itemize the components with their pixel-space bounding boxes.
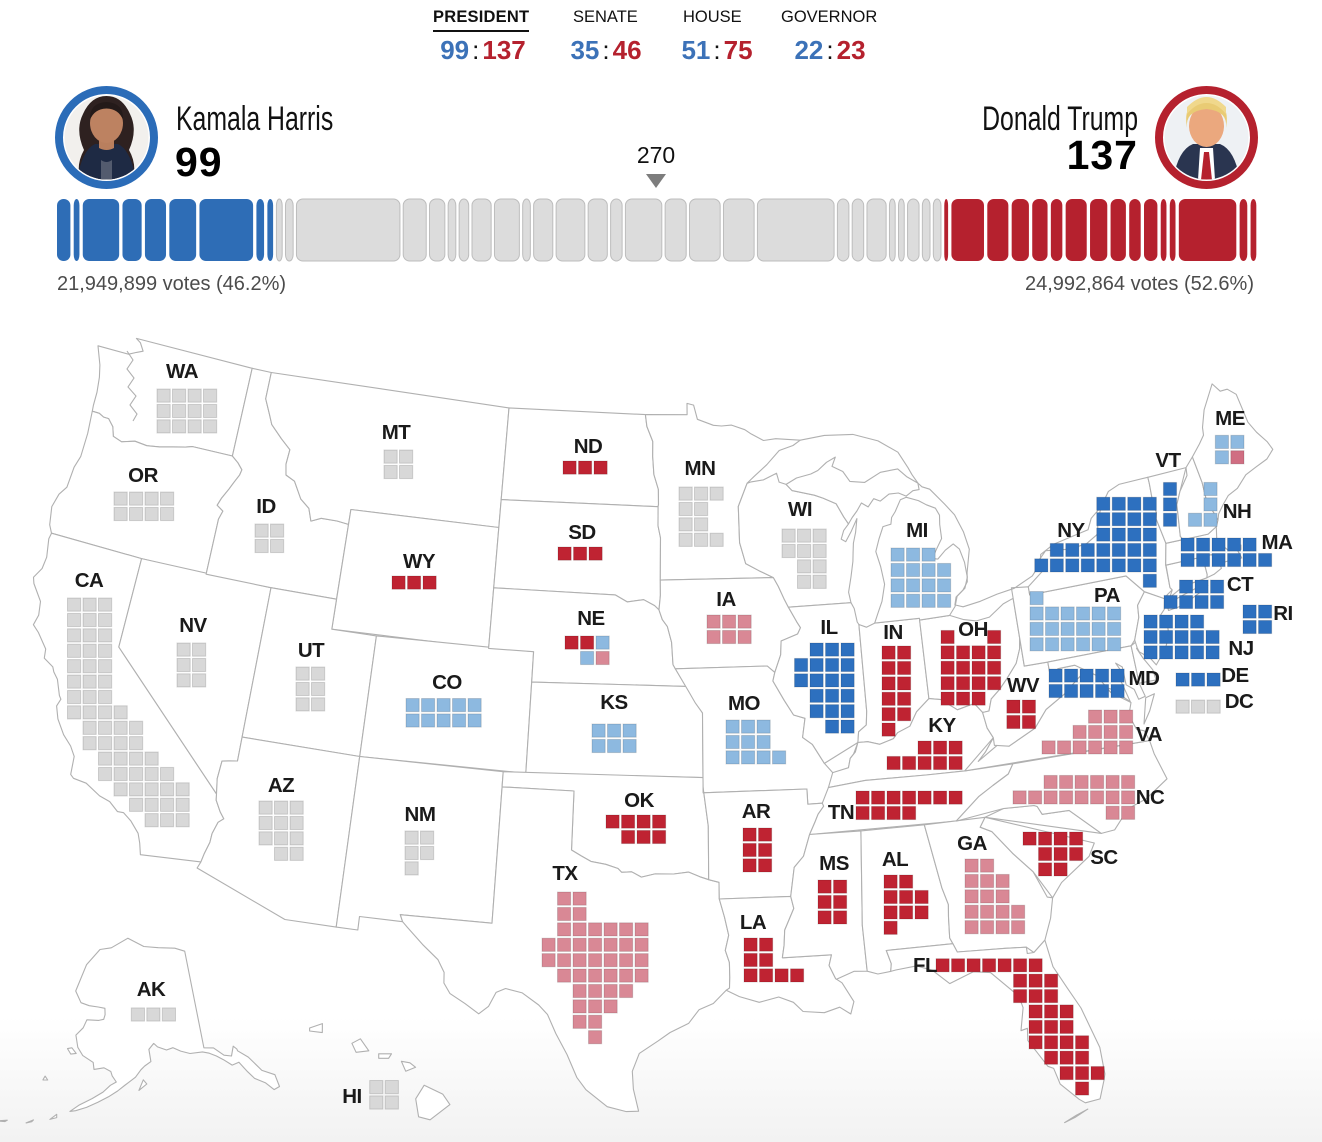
svg-text:NY: NY <box>1057 519 1085 542</box>
svg-text:MS: MS <box>819 852 849 875</box>
svg-text:IA: IA <box>716 588 736 611</box>
svg-text:LA: LA <box>740 911 767 934</box>
svg-text:OH: OH <box>958 618 988 641</box>
svg-text:OR: OR <box>128 464 158 487</box>
svg-text:NM: NM <box>405 803 436 826</box>
svg-text:ME: ME <box>1215 407 1245 430</box>
svg-text:KS: KS <box>600 691 627 714</box>
svg-text:CA: CA <box>75 569 104 592</box>
svg-text:WY: WY <box>403 550 436 573</box>
svg-text:AR: AR <box>742 800 771 823</box>
svg-text:IL: IL <box>820 616 837 639</box>
svg-text:TX: TX <box>552 862 578 885</box>
svg-text:NV: NV <box>179 614 207 637</box>
svg-text:CO: CO <box>432 671 462 694</box>
svg-text:ND: ND <box>574 435 603 458</box>
svg-text:GA: GA <box>957 832 987 855</box>
svg-text:MI: MI <box>906 519 928 542</box>
svg-text:AK: AK <box>137 978 166 1001</box>
svg-text:NJ: NJ <box>1228 637 1253 660</box>
svg-text:SD: SD <box>568 521 595 544</box>
svg-text:MT: MT <box>382 421 412 444</box>
svg-text:VT: VT <box>1155 449 1181 472</box>
svg-text:TN: TN <box>828 801 854 824</box>
svg-text:DE: DE <box>1221 664 1248 687</box>
svg-text:MN: MN <box>685 457 716 480</box>
svg-text:ID: ID <box>256 495 276 518</box>
svg-text:RI: RI <box>1273 602 1293 625</box>
svg-text:NE: NE <box>577 607 604 630</box>
svg-text:MD: MD <box>1129 667 1160 690</box>
svg-text:WA: WA <box>166 360 199 383</box>
svg-text:UT: UT <box>298 639 325 662</box>
svg-text:VA: VA <box>1136 723 1163 746</box>
svg-text:CT: CT <box>1227 573 1254 596</box>
svg-text:PA: PA <box>1094 584 1121 607</box>
svg-text:NH: NH <box>1223 500 1252 523</box>
svg-text:KY: KY <box>928 714 956 737</box>
svg-text:WV: WV <box>1007 674 1040 697</box>
svg-text:IN: IN <box>883 621 903 644</box>
svg-text:DC: DC <box>1225 690 1254 713</box>
svg-text:MO: MO <box>728 692 761 715</box>
svg-text:MA: MA <box>1262 531 1294 554</box>
svg-text:NC: NC <box>1136 786 1165 809</box>
svg-text:OK: OK <box>624 789 654 812</box>
svg-text:AL: AL <box>882 848 908 871</box>
svg-text:SC: SC <box>1090 846 1118 869</box>
svg-text:AZ: AZ <box>268 774 294 797</box>
svg-text:HI: HI <box>342 1085 362 1108</box>
svg-text:WI: WI <box>788 498 812 521</box>
svg-text:FL: FL <box>913 954 937 977</box>
